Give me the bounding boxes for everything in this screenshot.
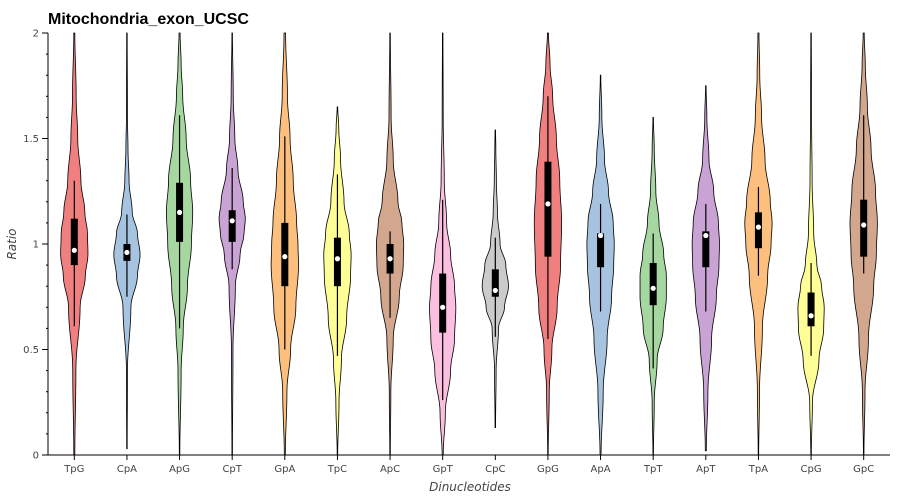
violin-iqr-box bbox=[70, 218, 78, 266]
y-tick-label: 0.5 bbox=[23, 345, 39, 356]
violin-median bbox=[650, 285, 656, 291]
violin-iqr-box bbox=[754, 212, 762, 249]
x-tick-label-GpT: GpT bbox=[433, 464, 454, 475]
x-tick-label-CpA: CpA bbox=[117, 464, 137, 475]
x-tick-label-CpT: CpT bbox=[222, 464, 242, 475]
violin-iqr-box bbox=[597, 233, 605, 268]
violin-GpA bbox=[270, 32, 299, 456]
x-tick-label-GpG: GpG bbox=[537, 464, 559, 475]
violin-median bbox=[861, 222, 867, 228]
violin-iqr-box bbox=[333, 237, 341, 287]
violin-ApA bbox=[586, 74, 615, 456]
x-tick-label-GpA: GpA bbox=[274, 464, 295, 475]
violin-iqr-box bbox=[439, 273, 447, 333]
violin-ApC bbox=[375, 32, 405, 456]
x-axis: TpG CpA ApG CpT GpA TpC ApC GpT CpC GpG ApA TpT ApT T… bbox=[48, 454, 890, 475]
x-tick-label-CpC: CpC bbox=[485, 464, 505, 475]
violin-median bbox=[334, 256, 341, 262]
y-axis-label: Ratio bbox=[5, 228, 19, 259]
violin-median bbox=[176, 209, 183, 215]
violin-CpG bbox=[797, 32, 825, 456]
violin-iqr-box bbox=[491, 269, 499, 297]
y-axis: 0 0.5 1 1.5 2 bbox=[23, 29, 49, 462]
violin-GpT bbox=[429, 32, 457, 456]
violin-CpT bbox=[218, 32, 246, 456]
violin-ApG bbox=[166, 32, 194, 456]
violin-GpG bbox=[533, 32, 563, 456]
x-tick-label-ApC: ApC bbox=[380, 464, 400, 475]
violin-median bbox=[545, 201, 551, 207]
x-tick-label-TpC: TpC bbox=[327, 464, 347, 475]
plot-area: 0 0.5 1 1.5 2 TpG CpA ApG CpT GpA TpC ApC GpT CpC GpG… bbox=[23, 29, 890, 475]
violin-median bbox=[440, 304, 446, 310]
violin-iqr-box bbox=[860, 199, 868, 257]
y-tick-label: 1 bbox=[33, 240, 39, 251]
y-tick-label: 1.5 bbox=[23, 134, 39, 145]
violin-median bbox=[387, 256, 393, 262]
x-tick-label-ApA: ApA bbox=[591, 464, 611, 475]
violin-median bbox=[71, 247, 77, 253]
violin-median bbox=[124, 249, 130, 256]
violin-CpA bbox=[113, 32, 141, 450]
y-tick-label: 0 bbox=[33, 451, 39, 462]
violin-median bbox=[597, 232, 604, 239]
violin-CpC bbox=[481, 129, 509, 428]
violin-iqr-box bbox=[544, 161, 552, 257]
violin-TpT bbox=[639, 117, 667, 456]
violin-median bbox=[229, 218, 235, 224]
violin-body bbox=[797, 32, 825, 456]
violin-median bbox=[282, 254, 288, 260]
violin-TpA bbox=[744, 32, 773, 456]
y-tick-label: 2 bbox=[33, 29, 39, 40]
x-tick-label-TpG: TpG bbox=[63, 464, 84, 475]
violin-iqr-box bbox=[807, 292, 815, 327]
x-tick-label-ApG: ApG bbox=[169, 464, 190, 475]
violin-median bbox=[755, 224, 762, 230]
x-tick-label-TpT: TpT bbox=[643, 464, 663, 475]
violins-group bbox=[60, 32, 878, 456]
violin-TpC bbox=[323, 106, 352, 456]
violin-iqr-box bbox=[649, 262, 657, 306]
violin-median bbox=[492, 287, 498, 294]
violin-iqr-box bbox=[228, 210, 236, 242]
chart-title: Mitochondria_exon_UCSC bbox=[48, 11, 249, 28]
x-tick-label-CpG: CpG bbox=[801, 464, 822, 475]
violin-GpC bbox=[849, 32, 878, 456]
x-tick-label-ApT: ApT bbox=[696, 464, 716, 475]
x-tick-label-GpC: GpC bbox=[853, 464, 874, 475]
violin-median bbox=[703, 232, 709, 239]
x-tick-label-TpA: TpA bbox=[748, 464, 768, 475]
violin-TpG bbox=[60, 32, 89, 456]
violin-median bbox=[808, 313, 814, 319]
violin-ApT bbox=[691, 85, 720, 452]
violin-iqr-box bbox=[702, 231, 710, 268]
x-axis-label: Dinucleotides bbox=[429, 480, 511, 494]
